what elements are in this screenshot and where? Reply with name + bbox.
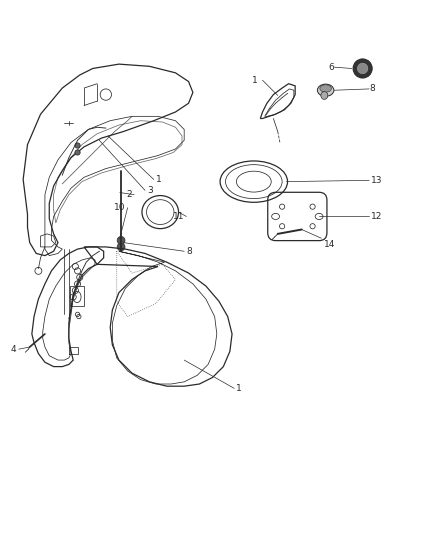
Text: 8: 8 xyxy=(369,84,375,93)
Text: 8: 8 xyxy=(186,247,192,256)
Text: 12: 12 xyxy=(371,212,383,221)
Circle shape xyxy=(75,143,80,148)
Text: 3: 3 xyxy=(147,186,153,195)
Ellipse shape xyxy=(318,84,334,96)
Ellipse shape xyxy=(320,85,332,92)
Text: 13: 13 xyxy=(371,176,383,185)
Text: 11: 11 xyxy=(173,212,184,221)
Text: 14: 14 xyxy=(323,240,335,249)
Circle shape xyxy=(353,59,372,78)
Ellipse shape xyxy=(321,92,328,99)
Text: 2: 2 xyxy=(126,190,132,199)
Text: 1: 1 xyxy=(156,175,162,184)
Text: 1: 1 xyxy=(237,384,242,393)
Text: 6: 6 xyxy=(328,63,334,71)
Text: 1: 1 xyxy=(252,76,258,85)
Text: 10: 10 xyxy=(114,203,125,212)
Circle shape xyxy=(117,243,125,251)
Circle shape xyxy=(357,63,368,74)
Circle shape xyxy=(75,150,80,155)
Text: 4: 4 xyxy=(11,345,17,354)
Circle shape xyxy=(117,237,125,244)
